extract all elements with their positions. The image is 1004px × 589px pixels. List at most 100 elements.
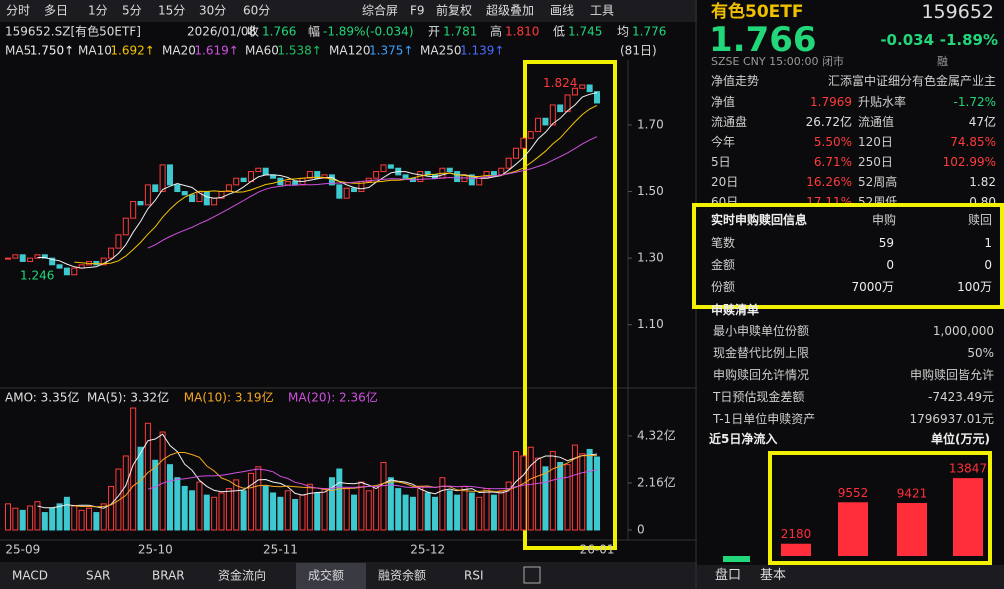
bottom-tab[interactable]: 资金流向 — [218, 568, 266, 583]
candle — [144, 184, 151, 206]
candle — [159, 164, 166, 193]
volume-bar — [71, 505, 78, 531]
y-tick-label: 1.70 — [637, 117, 664, 131]
panel-tab[interactable]: 盘口 — [715, 568, 742, 583]
volume-bar — [358, 481, 365, 531]
ma-label: MA5 — [5, 44, 31, 58]
stat-value: 47亿 — [968, 115, 996, 129]
bottom-tab[interactable]: BRAR — [152, 569, 185, 583]
bottom-tab[interactable]: SAR — [86, 569, 110, 583]
decoration — [723, 556, 750, 562]
panel-tab[interactable]: 基本 — [760, 568, 787, 583]
x-tick-label: 25-09 — [5, 543, 40, 557]
period-tab[interactable]: 15分 — [158, 4, 185, 18]
period-tab[interactable]: 多日 — [44, 4, 68, 18]
quote-value: 1.766 — [262, 25, 296, 39]
badge: 融 — [937, 55, 948, 68]
tool-button[interactable]: 综合屏 — [362, 3, 398, 18]
candle — [27, 257, 34, 262]
candle — [571, 87, 578, 96]
market-status: SZSE CNY 15:00:00 闭市 — [711, 55, 844, 68]
volume-bar — [461, 485, 468, 531]
candle — [373, 171, 380, 179]
row-value: 1,000,000 — [932, 324, 994, 338]
candle — [586, 84, 593, 93]
stat-label: 5日 — [711, 155, 731, 169]
stat-value: -1.72% — [953, 95, 996, 109]
stat-label: 流通盘 — [711, 115, 748, 129]
candle — [115, 234, 122, 249]
volume-bar — [579, 453, 586, 531]
inflow-bar — [897, 503, 927, 556]
row-value: 100万 — [957, 280, 992, 294]
candle — [5, 257, 11, 260]
volume-bar — [225, 488, 232, 531]
stat-label: 流通值 — [858, 115, 895, 129]
bottom-tab[interactable]: 成交额 — [308, 568, 344, 583]
bottom-tab[interactable]: 融资余额 — [378, 568, 426, 583]
stat-label: 净值 — [711, 95, 736, 109]
highlight-box — [768, 451, 992, 565]
stat-value: 74.85% — [950, 135, 996, 149]
volume-bar — [218, 492, 225, 531]
candle — [137, 201, 144, 206]
volume-bar — [321, 488, 328, 531]
y-tick-label: 4.32亿 — [637, 427, 676, 442]
tool-button[interactable]: 前复权 — [436, 3, 472, 18]
candle — [255, 167, 262, 173]
period-tab[interactable]: 60分 — [243, 4, 270, 18]
candle — [387, 164, 394, 169]
volume-bar — [19, 509, 26, 531]
ma-value: 1.139↑ — [460, 44, 504, 58]
candle — [454, 171, 461, 183]
bottom-tab[interactable]: RSI — [464, 569, 484, 583]
quote-date: 2026/01/08 — [187, 25, 256, 39]
volume-bar — [468, 492, 475, 531]
ma-line — [74, 104, 598, 265]
period-tab[interactable]: 分时 — [6, 4, 30, 18]
volume-bar — [454, 494, 461, 531]
volume-bar — [108, 485, 115, 531]
candle — [203, 191, 210, 206]
period-tab[interactable]: 5分 — [122, 4, 142, 18]
volume-bar — [284, 490, 291, 531]
volume-bar — [483, 488, 490, 531]
tool-button[interactable]: 工具 — [590, 4, 614, 18]
inflow-bar — [838, 502, 868, 556]
candle — [402, 174, 409, 179]
tool-button[interactable]: F9 — [410, 4, 425, 18]
candle — [520, 137, 527, 149]
candle — [336, 184, 343, 199]
tool-button[interactable]: 画线 — [550, 4, 574, 18]
quote-label: 幅 — [308, 24, 320, 39]
ma-value: 1.538↑ — [277, 44, 321, 58]
inflow-chart: 2180 9552 9421 13847 — [723, 451, 992, 565]
candle — [34, 254, 41, 259]
period-tab[interactable]: 30分 — [199, 4, 226, 18]
volume-bar — [432, 496, 439, 531]
volume-bar — [203, 494, 210, 531]
candle — [71, 267, 78, 276]
stat-value: 102.99% — [942, 155, 996, 169]
tool-button[interactable]: 超级叠加 — [486, 3, 534, 18]
bottom-tab[interactable]: MACD — [12, 569, 48, 583]
candle — [343, 187, 350, 199]
period-tab[interactable]: 1分 — [88, 4, 108, 18]
add-tab[interactable] — [523, 566, 541, 584]
toolbar-bg — [0, 0, 697, 22]
volume-bar — [306, 483, 313, 531]
volume-bar — [498, 490, 505, 531]
volume-bar — [535, 457, 542, 531]
row-label: T日预估现金差额 — [713, 390, 805, 404]
candle — [446, 167, 453, 173]
volume-bar — [233, 479, 240, 531]
candle — [351, 187, 358, 193]
volume-bar — [49, 507, 56, 531]
row-label: 申购赎回允许情况 — [713, 368, 810, 382]
quote-label: 均 — [617, 25, 629, 39]
row-value: 1796937.01元 — [909, 412, 994, 426]
candle — [108, 247, 115, 259]
candle — [41, 254, 48, 259]
stat-value: 1.7969 — [810, 95, 852, 109]
y-tick-label: 1.50 — [637, 184, 664, 198]
